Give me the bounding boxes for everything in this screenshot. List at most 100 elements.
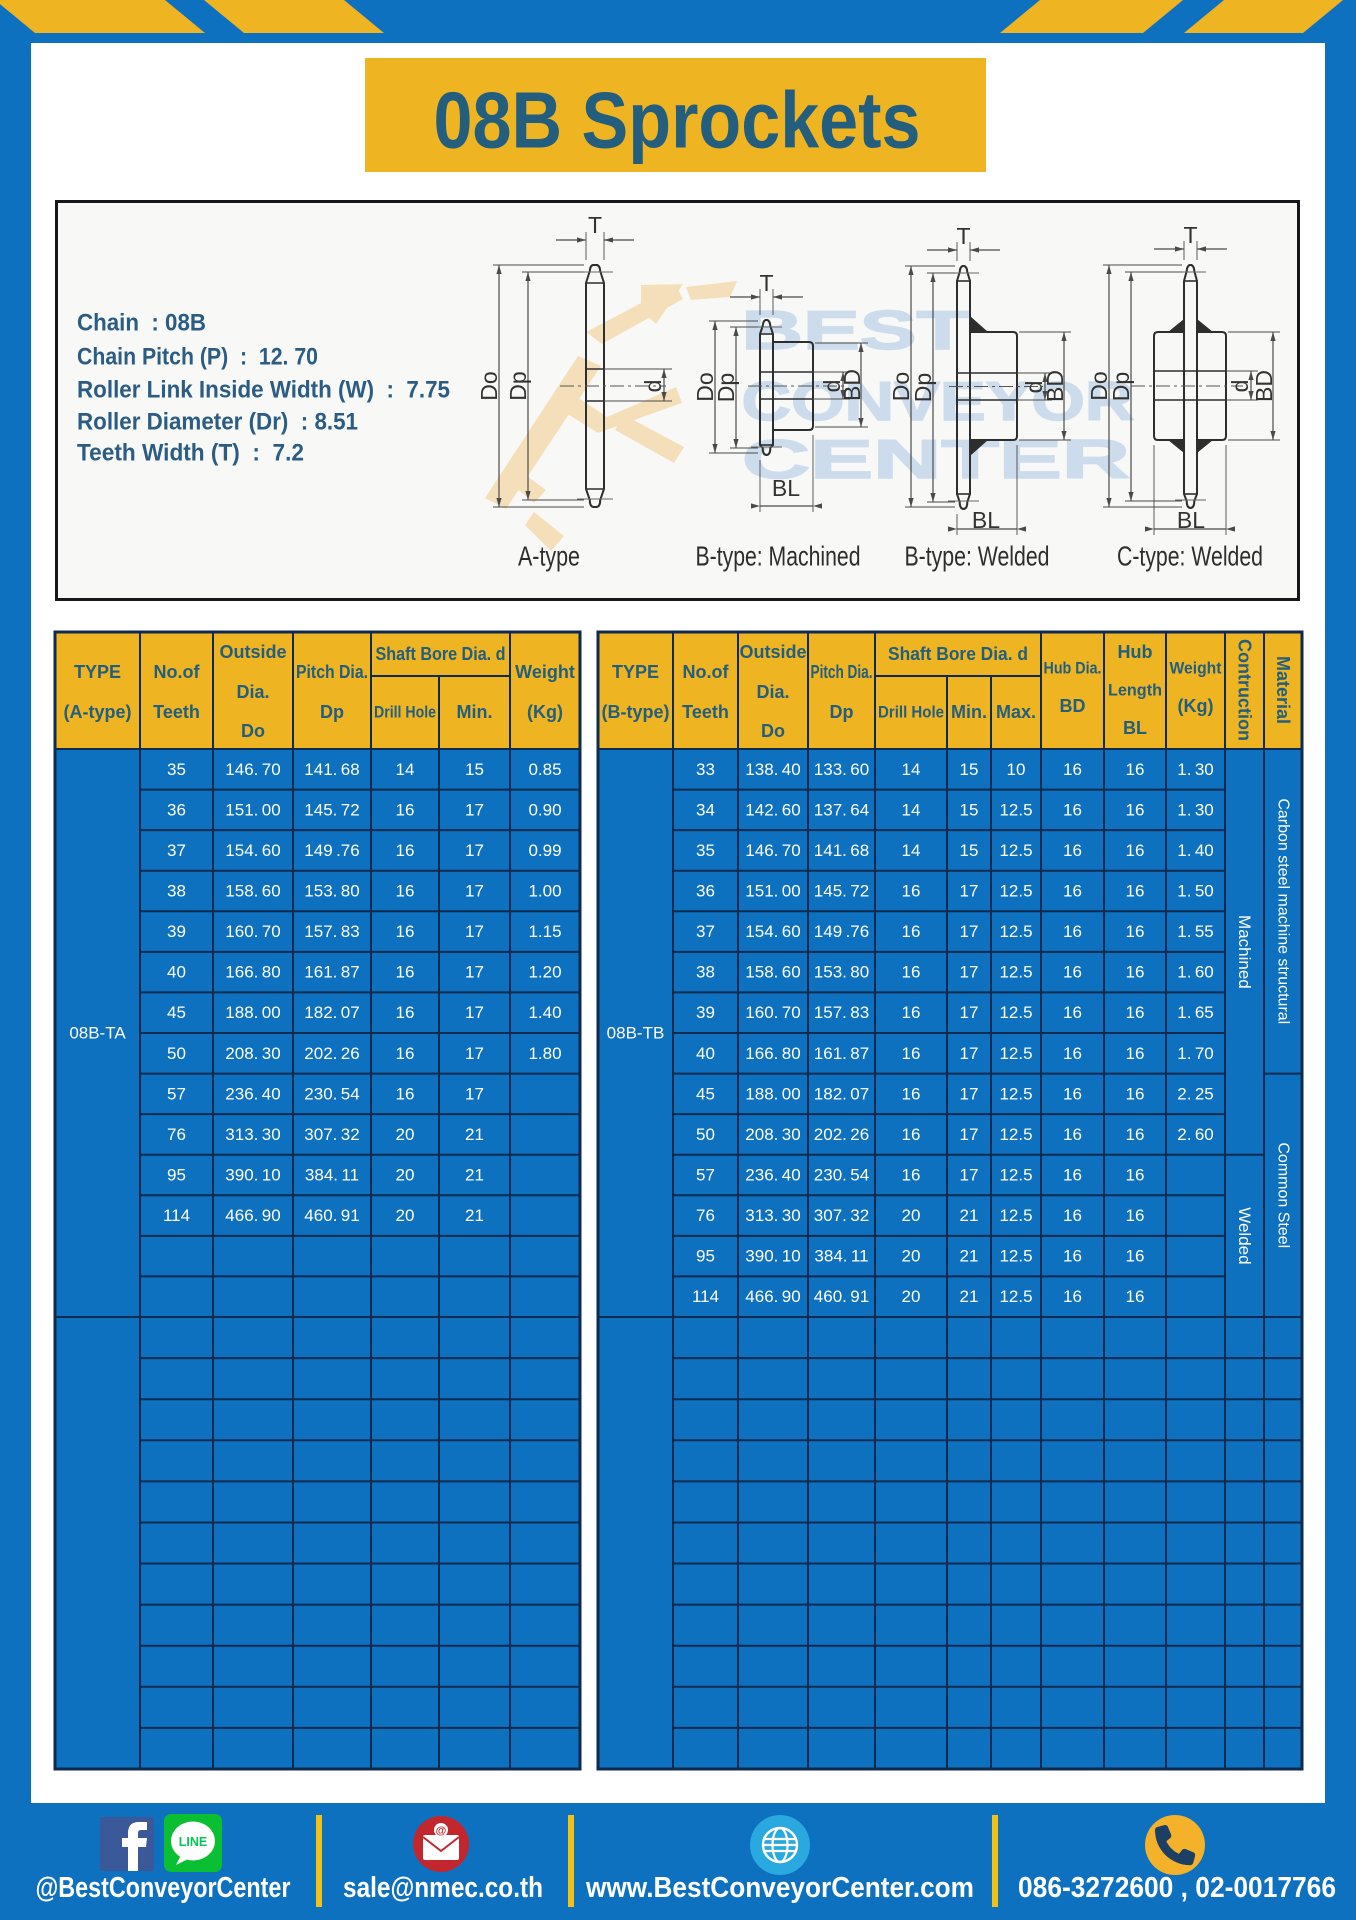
svg-text:95: 95: [696, 1247, 715, 1266]
svg-text:16: 16: [1063, 760, 1082, 779]
svg-text:Shaft Bore Dia. d: Shaft Bore Dia. d: [888, 644, 1028, 664]
svg-text:236. 40: 236. 40: [745, 1166, 800, 1185]
svg-text:15: 15: [960, 760, 979, 779]
svg-text:12.5: 12.5: [999, 1166, 1032, 1185]
svg-text:Do: Do: [241, 721, 265, 741]
svg-text:160. 70: 160. 70: [745, 1003, 800, 1022]
svg-text:17: 17: [465, 800, 484, 819]
svg-text:www.BestConveyorCenter.com: www.BestConveyorCenter.com: [585, 1872, 974, 1904]
svg-text:16: 16: [396, 1084, 415, 1103]
svg-text:149 .76: 149 .76: [814, 922, 869, 941]
svg-text:95: 95: [167, 1166, 186, 1185]
svg-text:16: 16: [1126, 882, 1145, 901]
svg-text:Common Steel: Common Steel: [1275, 1142, 1292, 1248]
svg-text:20: 20: [902, 1247, 921, 1266]
svg-text:76: 76: [696, 1206, 715, 1225]
svg-text:d: d: [1021, 381, 1047, 394]
svg-text:T: T: [956, 223, 970, 249]
svg-text:16: 16: [1063, 1003, 1082, 1022]
svg-text:33: 33: [696, 760, 715, 779]
svg-text:1. 55: 1. 55: [1177, 922, 1214, 941]
svg-text:12.5: 12.5: [999, 1125, 1032, 1144]
svg-text:Outside: Outside: [739, 642, 806, 662]
svg-text:LINE: LINE: [179, 1835, 207, 1849]
svg-text:12.5: 12.5: [999, 1247, 1032, 1266]
svg-text:@: @: [436, 1825, 447, 1837]
svg-text:(Kg): (Kg): [527, 702, 563, 722]
svg-text:21: 21: [960, 1247, 979, 1266]
svg-text:20: 20: [902, 1287, 921, 1306]
svg-text:1. 70: 1. 70: [1177, 1044, 1214, 1063]
svg-text:161. 87: 161. 87: [814, 1044, 869, 1063]
svg-text:Teeth Width (T) : 7.2: Teeth Width (T) : 7.2: [77, 440, 304, 467]
svg-text:37: 37: [696, 922, 715, 941]
svg-text:182. 07: 182. 07: [814, 1084, 869, 1103]
svg-text:17: 17: [960, 882, 979, 901]
svg-text:15: 15: [960, 841, 979, 860]
svg-text:16: 16: [396, 963, 415, 982]
svg-text:Dp: Dp: [830, 702, 854, 722]
svg-text:16: 16: [396, 800, 415, 819]
svg-text:d: d: [640, 380, 666, 393]
svg-text:137. 64: 137. 64: [814, 800, 869, 819]
svg-text:(A-type): (A-type): [64, 702, 132, 722]
svg-text:12.5: 12.5: [999, 1287, 1032, 1306]
svg-text:12.5: 12.5: [999, 800, 1032, 819]
svg-text:Do: Do: [761, 721, 785, 741]
svg-text:236. 40: 236. 40: [225, 1084, 280, 1103]
svg-text:12.5: 12.5: [999, 1206, 1032, 1225]
svg-text:17: 17: [960, 1125, 979, 1144]
svg-text:0.90: 0.90: [528, 800, 561, 819]
svg-text:Shaft Bore Dia. d: Shaft Bore Dia. d: [376, 644, 506, 664]
svg-text:BD: BD: [1251, 370, 1277, 402]
svg-text:208. 30: 208. 30: [225, 1044, 280, 1063]
svg-text:17: 17: [465, 841, 484, 860]
svg-text:08B-TB: 08B-TB: [607, 1024, 665, 1043]
svg-text:36: 36: [167, 800, 186, 819]
svg-text:38: 38: [696, 963, 715, 982]
svg-text:21: 21: [960, 1287, 979, 1306]
svg-text:12.5: 12.5: [999, 922, 1032, 941]
svg-text:T: T: [759, 270, 773, 296]
svg-text:17: 17: [465, 1003, 484, 1022]
svg-text:34: 34: [696, 800, 715, 819]
svg-text:Do: Do: [888, 372, 914, 401]
svg-text:16: 16: [1063, 1206, 1082, 1225]
svg-text:Min.: Min.: [951, 702, 987, 722]
svg-text:166. 80: 166. 80: [745, 1044, 800, 1063]
svg-text:17: 17: [465, 1084, 484, 1103]
svg-text:Min.: Min.: [457, 702, 493, 722]
svg-text:466. 90: 466. 90: [225, 1206, 280, 1225]
svg-text:16: 16: [902, 963, 921, 982]
svg-text:Carbon steel machine structur: Carbon steel machine structural: [1275, 798, 1292, 1024]
svg-text:20: 20: [396, 1125, 415, 1144]
svg-text:Weight: Weight: [1170, 659, 1222, 678]
svg-text:460. 91: 460. 91: [304, 1206, 359, 1225]
svg-text:Machined: Machined: [1235, 915, 1254, 989]
svg-text:16: 16: [1063, 1247, 1082, 1266]
svg-text:202. 26: 202. 26: [814, 1125, 869, 1144]
svg-text:154. 60: 154. 60: [745, 922, 800, 941]
svg-text:1.00: 1.00: [528, 882, 561, 901]
svg-text:Max.: Max.: [996, 702, 1036, 722]
svg-text:TYPE: TYPE: [74, 662, 121, 682]
svg-text:16: 16: [1063, 1166, 1082, 1185]
svg-text:17: 17: [465, 882, 484, 901]
svg-text:16: 16: [1126, 1166, 1145, 1185]
svg-text:142. 60: 142. 60: [745, 800, 800, 819]
svg-text:20: 20: [396, 1166, 415, 1185]
svg-text:Welded: Welded: [1235, 1207, 1254, 1264]
svg-text:Do: Do: [476, 371, 502, 400]
svg-text:Pitch Dia.: Pitch Dia.: [811, 662, 873, 682]
svg-text:307. 32: 307. 32: [814, 1206, 869, 1225]
svg-text:40: 40: [167, 963, 186, 982]
svg-text:17: 17: [960, 1003, 979, 1022]
svg-text:Drill Hole: Drill Hole: [374, 703, 436, 722]
svg-text:Do: Do: [692, 372, 718, 401]
svg-text:57: 57: [167, 1084, 186, 1103]
svg-text:40: 40: [696, 1044, 715, 1063]
svg-text:21: 21: [465, 1206, 484, 1225]
svg-text:390. 10: 390. 10: [745, 1247, 800, 1266]
svg-text:188. 00: 188. 00: [745, 1084, 800, 1103]
svg-text:16: 16: [1126, 1247, 1145, 1266]
